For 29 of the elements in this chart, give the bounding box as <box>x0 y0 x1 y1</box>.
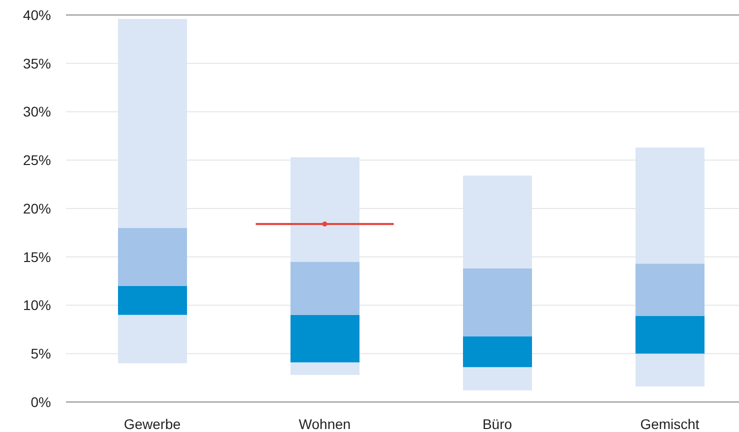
y-tick-label: 0% <box>30 394 51 410</box>
bar <box>290 157 360 262</box>
y-tick-label: 15% <box>22 248 51 265</box>
x-tick-label: Gewerbe <box>124 416 181 432</box>
y-tick-label: 40% <box>22 6 51 23</box>
x-tick-label: Wohnen <box>298 416 351 432</box>
bar <box>290 362 360 375</box>
x-tick-label: Büro <box>482 416 512 432</box>
bar <box>290 262 360 315</box>
bar <box>636 316 704 354</box>
y-tick-label: 30% <box>22 104 51 120</box>
bar <box>463 336 532 368</box>
y-tick-label: 20% <box>22 200 51 216</box>
y-tick-label: 35% <box>22 55 51 72</box>
bar <box>463 268 532 336</box>
bar <box>636 148 704 264</box>
bar <box>118 286 187 315</box>
bar <box>463 367 532 390</box>
y-tick-label: 10% <box>22 297 51 314</box>
y-tick-label: 25% <box>22 152 51 168</box>
y-tick-label: 5% <box>30 346 51 362</box>
bar <box>290 314 360 362</box>
bar <box>636 354 704 387</box>
bar <box>118 228 187 286</box>
bar <box>636 264 704 316</box>
bar <box>118 314 187 364</box>
bar <box>118 18 187 228</box>
bar <box>463 176 532 268</box>
x-tick-label: Gemischt <box>640 416 700 432</box>
